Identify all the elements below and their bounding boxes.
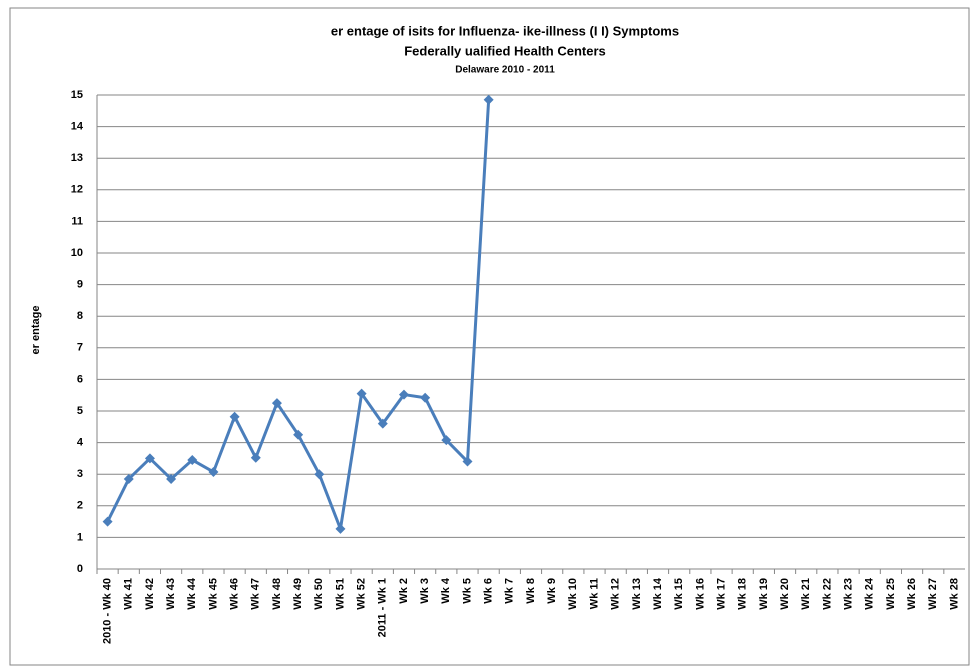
y-tick-label: 8 xyxy=(77,310,83,322)
x-tick-label: Wk 45 xyxy=(207,578,219,610)
y-tick-label: 2 xyxy=(77,500,83,512)
x-tick-label: Wk 19 xyxy=(758,578,770,610)
y-tick-label: 0 xyxy=(77,563,83,575)
x-tick-label: Wk 16 xyxy=(694,578,706,610)
x-tick-label: Wk 52 xyxy=(356,578,368,610)
x-tick-label: Wk 13 xyxy=(631,578,643,610)
x-tick-label: Wk 12 xyxy=(610,578,622,610)
x-tick-label: Wk 46 xyxy=(229,578,241,610)
x-tick-label: Wk 43 xyxy=(165,578,177,610)
x-tick-label: Wk 25 xyxy=(885,578,897,610)
point-marker xyxy=(271,398,282,409)
point-marker xyxy=(462,456,473,467)
y-tick-label: 12 xyxy=(71,184,83,196)
x-tick-label: Wk 10 xyxy=(567,578,579,610)
y-tick-label: 3 xyxy=(77,468,83,480)
point-marker xyxy=(293,429,304,440)
x-tick-label: Wk 4 xyxy=(440,577,452,604)
x-tick-label: Wk 20 xyxy=(779,578,791,610)
x-tick-label: Wk 11 xyxy=(588,578,600,609)
y-tick-label: 13 xyxy=(71,152,83,164)
y-tick-label: 9 xyxy=(77,279,83,291)
x-tick-label: Wk 21 xyxy=(800,578,812,610)
x-tick-label: Wk 7 xyxy=(504,578,516,604)
y-tick-label: 1 xyxy=(77,531,83,543)
x-tick-label: Wk 23 xyxy=(842,578,854,610)
x-tick-label: Wk 47 xyxy=(250,578,262,610)
point-marker xyxy=(208,466,219,477)
chart-title: er entage of isits for Influenza- ike-il… xyxy=(331,23,679,38)
x-tick-label: Wk 42 xyxy=(144,578,156,610)
x-tick-label: Wk 18 xyxy=(737,578,749,610)
point-marker xyxy=(166,473,177,484)
x-tick-label: Wk 26 xyxy=(906,578,918,610)
x-tick-label: Wk 5 xyxy=(461,578,473,604)
point-marker xyxy=(102,516,113,527)
x-tick-label: Wk 15 xyxy=(673,578,685,610)
x-tick-label: Wk 27 xyxy=(927,578,939,610)
x-tick-label: Wk 3 xyxy=(419,578,431,604)
y-tick-label: 5 xyxy=(77,405,83,417)
x-tick-label: Wk 51 xyxy=(334,578,346,610)
point-marker xyxy=(398,389,409,400)
y-tick-label: 7 xyxy=(77,342,83,354)
point-marker xyxy=(250,452,261,463)
point-marker xyxy=(356,388,367,399)
point-marker xyxy=(377,418,388,429)
x-tick-label: Wk 44 xyxy=(186,577,198,610)
x-tick-label: 2010 - Wk 40 xyxy=(101,578,113,644)
x-tick-label: Wk 2 xyxy=(398,578,410,604)
x-tick-label: Wk 24 xyxy=(864,577,876,610)
x-tick-label: Wk 48 xyxy=(271,578,283,610)
x-tick-label: Wk 50 xyxy=(313,578,325,610)
point-marker xyxy=(483,94,494,105)
point-marker xyxy=(420,392,431,403)
y-tick-label: 10 xyxy=(71,247,83,259)
y-tick-label: 4 xyxy=(77,437,84,449)
point-marker xyxy=(314,469,325,480)
point-marker xyxy=(229,411,240,422)
x-tick-label: Wk 17 xyxy=(715,578,727,610)
x-tick-label: Wk 6 xyxy=(483,578,495,604)
x-tick-label: Wk 49 xyxy=(292,578,304,610)
point-marker xyxy=(335,523,346,534)
y-tick-label: 6 xyxy=(77,373,83,385)
chart-subtitle: Federally ualified Health Centers xyxy=(404,43,606,58)
y-axis-label: er entage xyxy=(30,306,42,355)
chart-subtitle: Delaware 2010 - 2011 xyxy=(455,65,555,76)
x-tick-label: Wk 41 xyxy=(123,578,135,610)
y-tick-label: 11 xyxy=(71,215,83,227)
x-tick-label: Wk 28 xyxy=(948,578,960,610)
x-tick-label: Wk 22 xyxy=(821,578,833,610)
point-marker xyxy=(441,435,452,446)
x-tick-label: 2011 - Wk 1 xyxy=(377,578,389,637)
point-marker xyxy=(187,454,198,465)
y-tick-label: 14 xyxy=(71,121,84,133)
point-marker xyxy=(123,473,134,484)
x-tick-label: Wk 14 xyxy=(652,577,664,610)
x-tick-label: Wk 9 xyxy=(546,578,558,604)
chart-border xyxy=(9,7,970,666)
point-marker xyxy=(144,453,155,464)
y-tick-label: 15 xyxy=(71,89,83,101)
x-tick-label: Wk 8 xyxy=(525,578,537,604)
